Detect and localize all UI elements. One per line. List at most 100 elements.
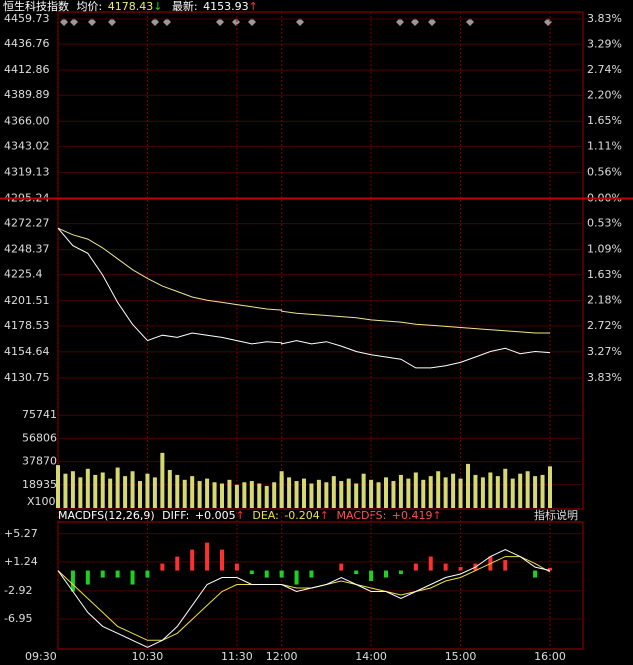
macd-bar: [548, 567, 552, 571]
volume-bar: [212, 482, 217, 508]
x-tick-label: 12:00: [266, 650, 298, 663]
macd-label: MACDFS:: [337, 509, 387, 522]
volume-bar: [70, 471, 75, 508]
macd-bar: [384, 570, 388, 578]
macd-bar: [205, 542, 210, 571]
volume-bar: [495, 476, 500, 508]
volume-bar: [413, 472, 418, 508]
y2-tick-label: 1.09%: [587, 243, 622, 256]
volume-bar: [391, 481, 396, 508]
volume-bar: [458, 478, 463, 508]
volume-bar: [272, 482, 277, 508]
macd-bar: [160, 563, 165, 571]
y2-tick-label: 3.83%: [587, 371, 622, 384]
y-tick-label: 4201.51: [4, 294, 50, 307]
x-tick-label: 14:00: [355, 650, 387, 663]
y-tick-label: 4225.4: [4, 268, 43, 281]
series-line: [57, 549, 551, 648]
y2-tick-label: 3.83%: [587, 12, 622, 25]
volume-bar: [264, 485, 269, 508]
volume-bar: [510, 478, 515, 508]
y2-tick-label: 1.65%: [587, 114, 622, 127]
volume-bar: [339, 481, 344, 508]
macd-value: +0.419: [392, 509, 433, 522]
macd-bar: [190, 549, 195, 571]
y-tick-label: +5.27: [4, 527, 38, 540]
y-tick-label: 18935: [22, 478, 57, 491]
volume-bar: [488, 472, 493, 508]
volume-bar: [466, 463, 470, 508]
macd-bar: [175, 556, 180, 571]
y-tick-label: 4154.64: [4, 345, 50, 358]
last-arrow: ↑: [249, 0, 258, 13]
volume-bar: [302, 478, 306, 508]
macd-bar: [369, 570, 374, 582]
volume-bar: [369, 479, 374, 508]
volume-bar: [78, 477, 83, 508]
macd-bar: [398, 570, 403, 575]
volume-bar: [384, 477, 388, 508]
volume-bar: [63, 473, 68, 508]
macd-bar: [413, 563, 418, 571]
volume-bar: [406, 478, 411, 508]
y-tick-label: 75741: [22, 408, 57, 421]
macd-bar: [339, 563, 344, 571]
dea-arrow: ↑: [320, 509, 329, 522]
volume-bar: [138, 481, 142, 508]
volume-bar: [93, 474, 98, 508]
macd-bar: [294, 570, 299, 585]
y2-tick-label: 3.29%: [587, 37, 622, 50]
volume-bar: [443, 477, 448, 508]
y-tick-label: 37870: [22, 455, 57, 468]
volume-bar: [436, 471, 441, 508]
macd-bar: [145, 570, 150, 578]
y2-tick-label: 2.18%: [587, 294, 622, 307]
volume-bar: [421, 479, 426, 508]
volume-bar: [361, 473, 366, 508]
y2-tick-label: 0.56%: [587, 165, 622, 178]
y-tick-label: +1.24: [4, 555, 38, 568]
macd-bar: [115, 570, 120, 578]
volume-bar: [451, 473, 456, 508]
x-tick-label: 15:00: [445, 650, 477, 663]
volume-bar: [540, 474, 545, 508]
y2-tick-label: 2.74%: [587, 63, 622, 76]
y-tick-label: 4343.02: [4, 139, 50, 152]
volume-bar: [123, 476, 128, 508]
y-tick-label: 56806: [22, 431, 57, 444]
volume-bar: [152, 477, 157, 508]
macd-bar: [428, 556, 433, 571]
y2-tick-label: 1.11%: [587, 139, 622, 152]
diff-arrow: ↑: [236, 509, 245, 522]
volume-bar: [346, 478, 351, 508]
last-label: 最新:: [172, 0, 198, 13]
event-markers: [60, 18, 552, 26]
macd-bar: [264, 570, 269, 578]
volume-bar: [428, 476, 433, 508]
y-tick-label: 4436.76: [4, 37, 50, 50]
volume-bar: [167, 470, 172, 508]
avg-label: 均价:: [77, 0, 103, 13]
indicator-help[interactable]: 指标说明: [534, 508, 578, 522]
y2-tick-label: 2.20%: [587, 88, 622, 101]
macd-bar: [249, 570, 254, 575]
y-tick-label: 4459.73: [4, 12, 50, 25]
macd-bar: [100, 570, 105, 578]
last-value: 4153.93: [203, 0, 249, 13]
volume-bar: [108, 478, 113, 508]
y-tick-label: 4412.86: [4, 63, 50, 76]
dea-label: DEA:: [252, 509, 278, 522]
macd-bar: [354, 570, 359, 575]
volume-bar: [518, 473, 523, 508]
macd-title: MACDFS(12,26,9): [58, 509, 155, 522]
volume-bar: [242, 482, 247, 508]
macd-bar: [130, 570, 135, 585]
volume-bar: [503, 468, 508, 508]
volume-bar: [548, 466, 552, 508]
series-line: [57, 227, 551, 369]
volume-bar: [533, 476, 538, 508]
header: 恒生科技指数 均价: 4178.43↓ 最新: 4153.93↑: [3, 0, 258, 13]
macd-bar: [503, 560, 508, 571]
